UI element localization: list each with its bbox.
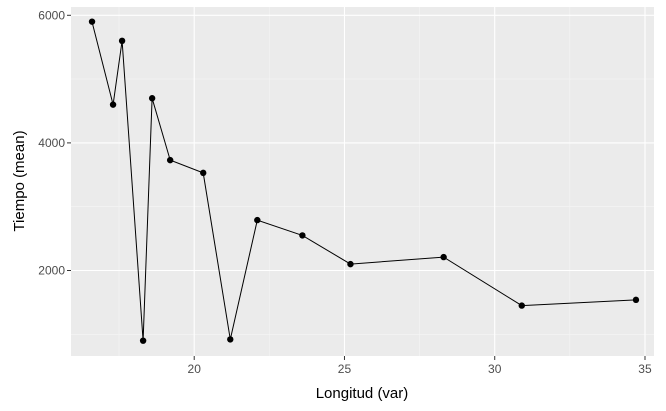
data-point (632, 296, 640, 304)
data-point (139, 337, 147, 344)
x-tick-label: 30 (488, 362, 502, 376)
data-point (347, 260, 354, 268)
y-tick-label: 2000 (38, 264, 65, 278)
data-point (299, 232, 306, 239)
series-line (91, 21, 637, 341)
data-point (118, 37, 126, 45)
data-point (200, 169, 207, 177)
data-point (88, 18, 96, 25)
axis-ticks (67, 14, 646, 360)
data-point (148, 95, 156, 102)
tick-labels: 20 25 30 35 2000 4000 6000 (38, 8, 652, 376)
x-axis-title: Longitud (var) (316, 385, 409, 402)
y-tick-label: 4000 (38, 136, 65, 150)
data-point (518, 302, 525, 309)
x-tick-label: 20 (188, 362, 202, 376)
y-axis-title: Tiempo (mean) (11, 130, 28, 231)
data-point (166, 156, 174, 164)
data-point (109, 101, 117, 108)
grid-major (71, 7, 654, 356)
series-layer (88, 18, 640, 344)
data-point (440, 253, 447, 261)
x-tick-label: 25 (338, 362, 352, 376)
x-tick-label: 35 (638, 362, 652, 376)
y-tick-label: 6000 (38, 8, 65, 22)
data-point (254, 216, 261, 224)
plot-panel (71, 7, 654, 356)
data-point (227, 336, 234, 343)
